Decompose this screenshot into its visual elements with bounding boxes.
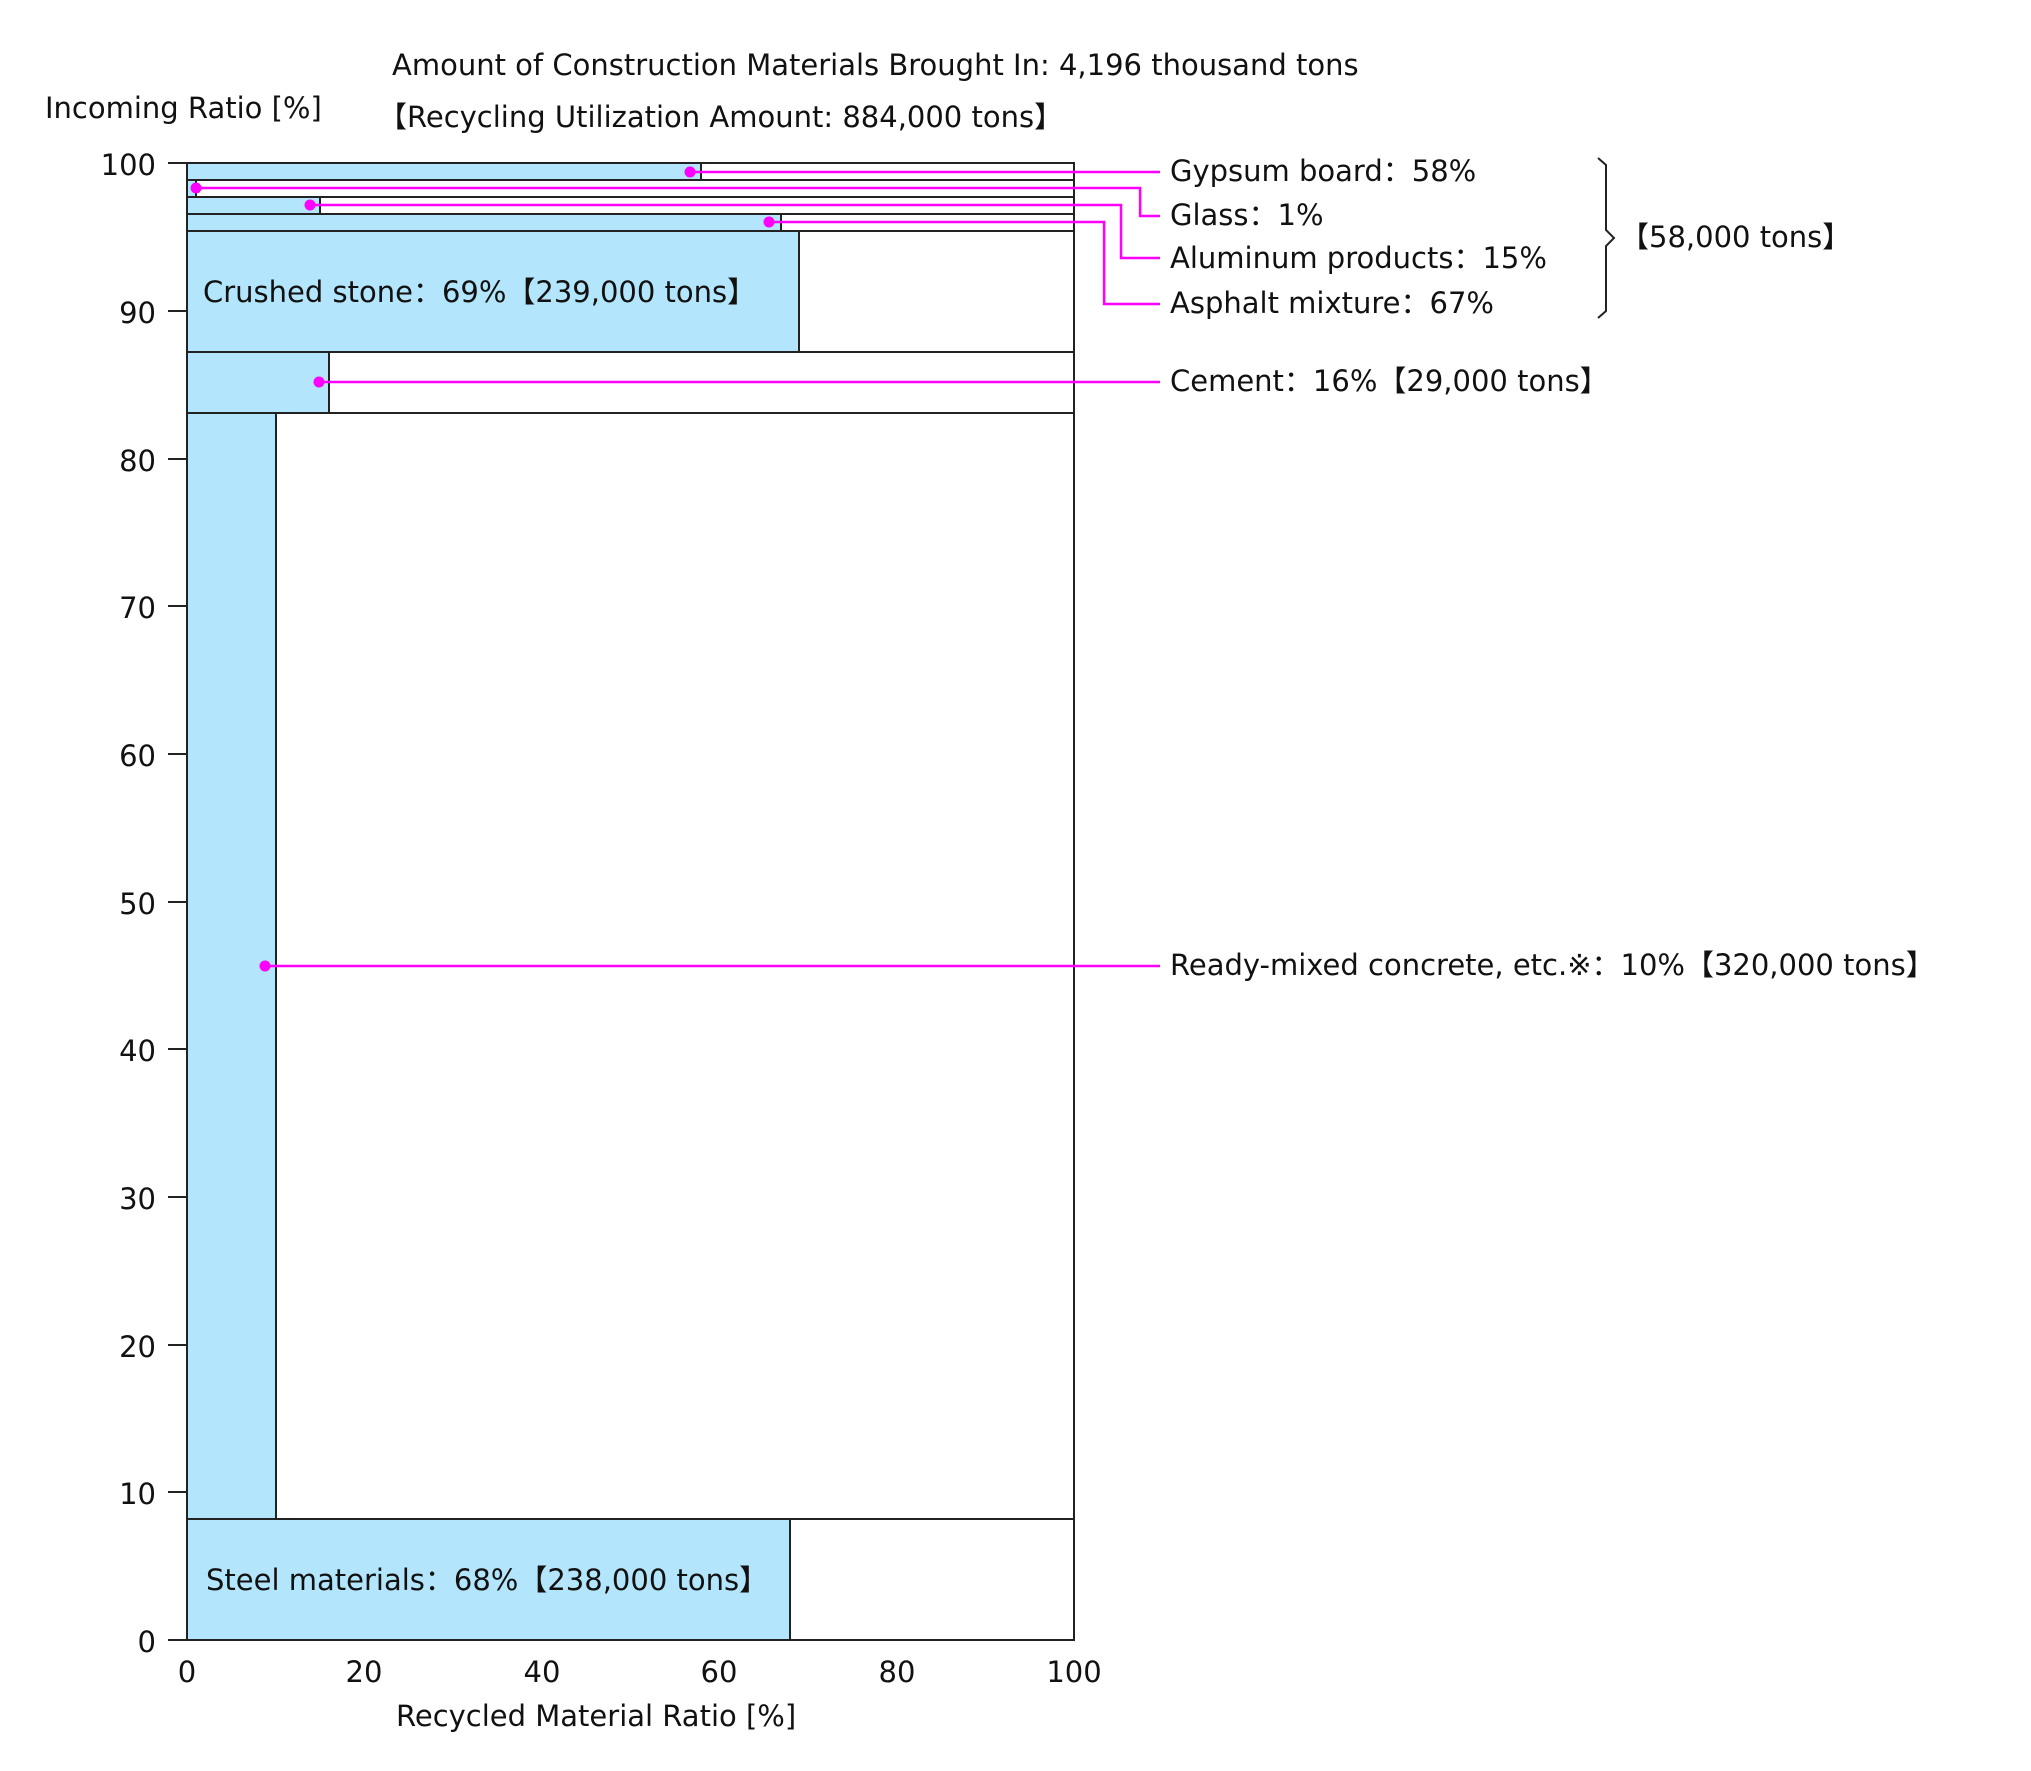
- leader-glass: [196, 186, 1160, 218]
- y-tick-10: 10: [119, 1477, 156, 1511]
- dot-ready-mixed: [259, 960, 271, 972]
- y-tick-50: 50: [119, 887, 156, 921]
- y-tick-30: 30: [119, 1182, 156, 1216]
- x-tick-20: 20: [345, 1655, 383, 1689]
- bar-cement-fill: [187, 352, 329, 413]
- dot-aluminum: [304, 199, 316, 211]
- label-ready-mixed: Ready-mixed concrete, etc.※：10%【320,000 …: [1170, 948, 1935, 982]
- y-tick-90: 90: [119, 296, 156, 330]
- y-tick-70: 70: [119, 591, 156, 625]
- label-crushed-stone: Crushed stone：69%【239,000 tons】: [203, 275, 757, 309]
- dot-glass: [190, 182, 202, 194]
- y-tick-80: 80: [119, 444, 156, 478]
- label-glass: Glass：1%: [1170, 198, 1324, 232]
- y-tick-100: 100: [100, 148, 156, 182]
- y-tick-40: 40: [119, 1034, 156, 1068]
- y-tick-0: 0: [137, 1625, 156, 1659]
- dot-gypsum: [684, 166, 696, 178]
- leader-asphalt: [769, 220, 1160, 306]
- leader-dots: [190, 166, 775, 972]
- y-axis-ticks: [168, 162, 187, 1641]
- leader-aluminum: [310, 203, 1160, 260]
- x-tick-60: 60: [700, 1655, 738, 1689]
- label-group-total: 【58,000 tons】: [1620, 220, 1852, 254]
- y-tick-20: 20: [119, 1330, 156, 1364]
- leader-lines: [196, 170, 1160, 968]
- label-cement: Cement：16%【29,000 tons】: [1170, 364, 1609, 398]
- bar-gypsum-fill: [187, 163, 701, 180]
- label-aluminum: Aluminum products：15%: [1170, 241, 1547, 275]
- x-tick-40: 40: [523, 1655, 561, 1689]
- x-tick-80: 80: [878, 1655, 916, 1689]
- chart-title-line1: Amount of Construction Materials Brought…: [392, 48, 1359, 82]
- bar-asphalt-fill: [187, 214, 781, 231]
- y-tick-60: 60: [119, 739, 156, 773]
- dot-asphalt: [763, 216, 775, 228]
- dot-cement: [313, 376, 325, 388]
- brace-icon: [1597, 157, 1616, 319]
- bar-steel-fill: [187, 1519, 790, 1640]
- label-steel: Steel materials：68%【238,000 tons】: [206, 1563, 769, 1597]
- x-tick-100: 100: [1046, 1655, 1102, 1689]
- bar-aluminum-fill: [187, 197, 320, 214]
- x-tick-0: 0: [177, 1655, 197, 1689]
- x-axis-title: Recycled Material Ratio [%]: [396, 1699, 797, 1733]
- label-asphalt: Asphalt mixture：67%: [1170, 286, 1494, 320]
- bar-crushed-stone-fill: [187, 231, 799, 352]
- recycled-fills: [187, 163, 799, 1640]
- chart-title-line2: 【Recycling Utilization Amount: 884,000 t…: [378, 100, 1064, 134]
- y-axis-title: Incoming Ratio [%]: [45, 91, 322, 125]
- label-gypsum: Gypsum board：58%: [1170, 154, 1477, 188]
